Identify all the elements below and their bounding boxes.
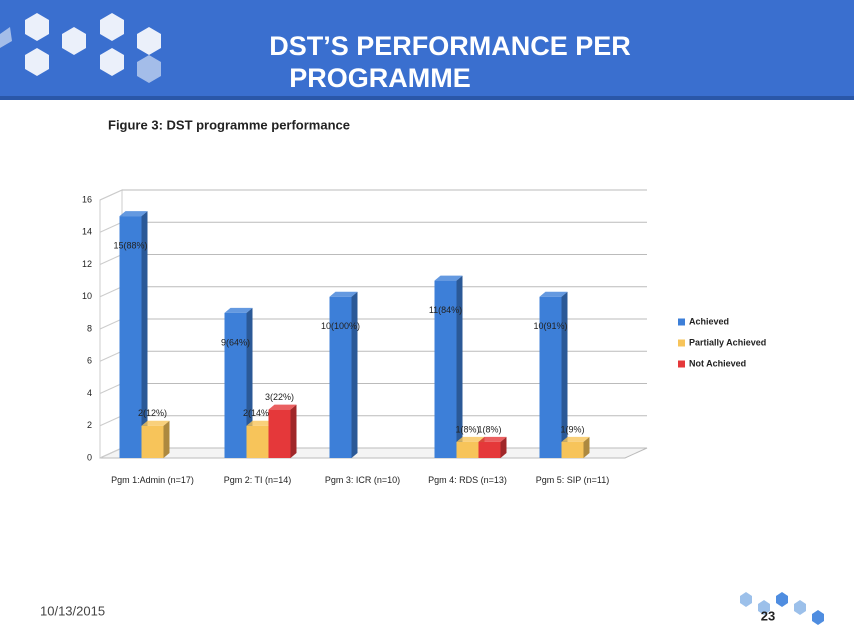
- grid-line-side: [100, 255, 122, 265]
- bar-front: [142, 426, 164, 458]
- data-label: 1(8%): [455, 424, 479, 434]
- y-tick-label: 14: [82, 227, 92, 237]
- data-label: 9(64%): [221, 337, 250, 347]
- bar-front: [479, 442, 501, 458]
- bar-front: [225, 313, 247, 458]
- bar: [479, 437, 507, 458]
- x-tick-label: Pgm 2: TI (n=14): [208, 474, 308, 486]
- x-tick-label: Pgm 5: SIP (n=11): [523, 474, 623, 486]
- y-tick-label: 0: [87, 452, 92, 462]
- legend-label: Achieved: [689, 316, 729, 326]
- data-label: 1(9%): [560, 424, 584, 434]
- data-label: 15(88%): [113, 241, 147, 251]
- data-label: 11(84%): [429, 305, 462, 315]
- y-tick-label: 10: [82, 291, 92, 301]
- legend-label: Partially Achieved: [689, 337, 766, 347]
- slide-title-line: PROGRAMME: [289, 63, 471, 93]
- bar-front: [120, 216, 142, 458]
- slide-date: 10/13/2015: [40, 603, 105, 618]
- data-label: 2(14%): [243, 408, 272, 418]
- x-tick-label: Pgm 1:Admin (n=17): [103, 474, 203, 486]
- legend-label: Not Achieved: [689, 358, 746, 368]
- grid-line-side: [100, 416, 122, 426]
- y-tick-label: 16: [82, 194, 92, 204]
- grid-line-side: [100, 351, 122, 361]
- figure-caption: Figure 3: DST programme performance: [108, 117, 350, 132]
- y-tick-label: 6: [87, 356, 92, 366]
- bar-side: [164, 421, 170, 458]
- grid-line-side: [100, 319, 122, 329]
- bar-front: [269, 410, 291, 458]
- slide: DST’S PERFORMANCE PER PROGRAMME Figure 3…: [0, 0, 854, 641]
- bar: [330, 292, 358, 458]
- header-rule: [0, 96, 854, 100]
- y-tick-label: 12: [82, 259, 92, 269]
- legend-swatch: [678, 340, 685, 347]
- grid-line-side: [100, 384, 122, 394]
- y-tick-label: 4: [87, 388, 92, 398]
- grid-line-side: [100, 287, 122, 297]
- bar: [269, 405, 297, 458]
- x-tick-label: Pgm 3: ICR (n=10): [313, 474, 413, 486]
- chart: DST’S PERFORMANCE PER PROGRAMME Figure 3…: [0, 0, 854, 641]
- bar: [562, 437, 590, 458]
- data-label: 10(91%): [533, 321, 567, 331]
- bar-side: [352, 292, 358, 458]
- data-label: 2(12%): [138, 408, 167, 418]
- data-label: 1(8%): [477, 424, 501, 434]
- legend-swatch: [678, 361, 685, 368]
- data-label: 3(22%): [265, 392, 294, 402]
- y-tick-label: 8: [87, 323, 92, 333]
- slide-title-line: DST’S PERFORMANCE PER: [269, 31, 631, 61]
- y-tick-label: 2: [87, 420, 92, 430]
- bar-front: [562, 442, 584, 458]
- footer-hexagons: [740, 592, 824, 625]
- page-number: 23: [761, 608, 775, 623]
- grid-line-side: [100, 190, 122, 200]
- bar-front: [247, 426, 269, 458]
- bar-side: [291, 405, 297, 458]
- legend-swatch: [678, 319, 685, 326]
- x-tick-label: Pgm 4: RDS (n=13): [418, 474, 518, 486]
- grid-line-side: [100, 222, 122, 232]
- bar: [142, 421, 170, 458]
- data-label: 10(100%): [321, 321, 360, 331]
- bar-front: [457, 442, 479, 458]
